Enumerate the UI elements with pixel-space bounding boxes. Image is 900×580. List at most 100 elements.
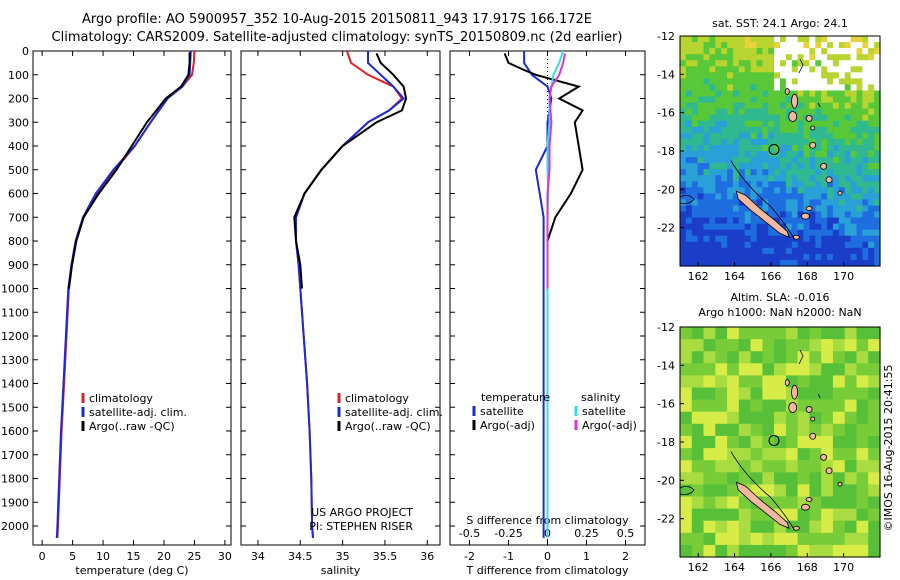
map-cell <box>791 42 799 49</box>
map-cell <box>803 42 810 49</box>
map-cell <box>791 205 799 213</box>
map-cell <box>868 175 875 182</box>
map-cell <box>803 54 810 61</box>
map-cell <box>821 120 828 128</box>
map-cell <box>768 132 775 140</box>
map-cell <box>780 259 787 267</box>
map-cell <box>850 199 858 207</box>
map-cell <box>868 484 881 498</box>
map-cell <box>727 42 734 49</box>
map-cell <box>709 241 716 249</box>
map-cell <box>738 42 746 49</box>
map-cell <box>797 42 805 49</box>
map-cell <box>680 175 687 182</box>
map-cell <box>850 144 858 152</box>
map-cell <box>815 120 822 128</box>
map-cell <box>827 54 834 61</box>
map-cell <box>862 84 869 92</box>
map-cell <box>768 66 775 73</box>
x-tick-label: 34 <box>251 550 265 563</box>
map-cell <box>821 496 834 510</box>
map-cell <box>785 132 793 140</box>
map-cell <box>691 151 699 158</box>
map-cell <box>756 96 763 104</box>
map-cell <box>832 460 846 473</box>
map-cell <box>732 54 740 61</box>
map-cell <box>791 223 799 231</box>
map-cell <box>727 423 740 437</box>
map-cell <box>709 60 716 67</box>
map-cell <box>715 48 722 55</box>
map-cell <box>838 54 846 61</box>
plot-frame <box>32 50 232 546</box>
map-cell <box>850 169 858 176</box>
map-cell <box>715 187 722 194</box>
x-tick-label: 170 <box>833 561 854 574</box>
map-cell <box>838 72 846 79</box>
map-cell <box>868 247 875 255</box>
map-cell <box>762 66 769 73</box>
map-cell <box>738 339 752 352</box>
map-cell <box>785 144 793 152</box>
map-cell <box>768 181 775 188</box>
map-cell <box>762 520 775 534</box>
map-cell <box>785 411 799 425</box>
map-cell <box>827 36 834 43</box>
map-cell <box>827 223 834 231</box>
map-cell <box>703 229 710 237</box>
map-cell <box>780 36 787 43</box>
map-cell <box>827 235 834 243</box>
legend-label: satellite-adj. clim. <box>345 406 443 419</box>
map-cell <box>727 66 734 73</box>
map-cell <box>738 448 752 461</box>
map-cell <box>797 144 805 152</box>
map-cell <box>680 387 693 401</box>
map-cell <box>791 84 799 92</box>
map-cell <box>762 36 769 43</box>
map-cell <box>856 496 869 510</box>
map-cell <box>844 72 852 79</box>
island <box>801 503 810 511</box>
map-cell <box>850 42 858 49</box>
map-cell <box>738 169 746 176</box>
map-cell <box>715 460 728 473</box>
map-cell <box>680 48 687 55</box>
map-cell <box>868 120 875 128</box>
map-cell <box>703 411 716 425</box>
map-cell <box>785 351 799 364</box>
map-cell <box>680 211 687 219</box>
map-cell <box>809 163 816 170</box>
map-cell <box>762 532 775 546</box>
y-tick-label: -16 <box>657 107 675 120</box>
map-cell <box>785 223 793 231</box>
map-cell <box>727 163 734 170</box>
map-cell <box>821 126 828 134</box>
map-cell <box>768 72 775 79</box>
map-cell <box>685 211 693 219</box>
map-cell <box>874 66 881 73</box>
map-cell <box>832 163 840 170</box>
map-cell <box>791 54 799 61</box>
map-cell <box>868 78 875 86</box>
map-cell <box>774 363 787 376</box>
map-cell <box>774 36 781 43</box>
x-tick-label: 164 <box>724 561 745 574</box>
map-cell <box>868 126 875 134</box>
map-cell <box>803 78 810 86</box>
map-cell <box>874 90 881 98</box>
island <box>809 432 817 440</box>
map-cell <box>709 229 716 237</box>
map-cell <box>832 363 846 376</box>
map-cell <box>750 423 763 437</box>
map-cell <box>715 157 722 164</box>
map-cell <box>768 175 775 182</box>
map-cell <box>850 157 858 164</box>
map-cell <box>785 247 793 255</box>
map-cell <box>744 217 752 225</box>
map-cell <box>856 90 863 98</box>
legend-label: Argo(..raw -QC) <box>345 420 431 433</box>
map-cell <box>697 78 705 86</box>
map-cell <box>797 259 805 267</box>
map-cell <box>732 223 740 231</box>
map-cell <box>797 229 805 237</box>
